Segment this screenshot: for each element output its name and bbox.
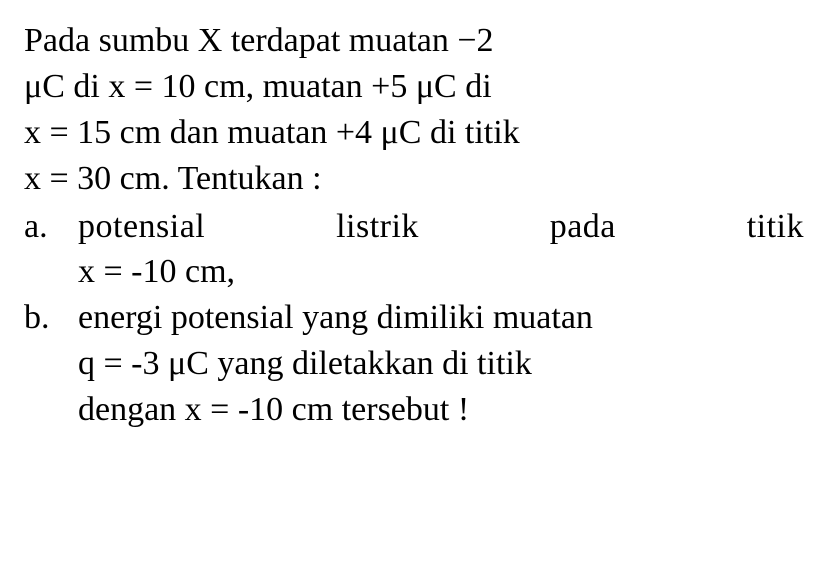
- list-item-a: a. potensial listrik pada titik x = -10 …: [24, 204, 804, 296]
- question-list: a. potensial listrik pada titik x = -10 …: [24, 204, 804, 433]
- list-marker-a: a.: [24, 204, 78, 296]
- item-a-line-1: potensial listrik pada titik: [78, 204, 804, 250]
- item-b-line-1: energi potensial yang dimiliki muatan: [78, 295, 804, 341]
- list-content-a: potensial listrik pada titik x = -10 cm,: [78, 204, 804, 296]
- problem-statement: Pada sumbu X terdapat muatan −2 μC di x …: [24, 18, 804, 202]
- list-marker-b: b.: [24, 295, 78, 433]
- item-b-line-3: dengan x = -10 cm tersebut !: [78, 387, 804, 433]
- list-content-b: energi potensial yang dimiliki muatan q …: [78, 295, 804, 433]
- item-b-line-2: q = -3 μC yang diletakkan di titik: [78, 341, 804, 387]
- item-a-line-2: x = -10 cm,: [78, 249, 804, 295]
- intro-line-1: Pada sumbu X terdapat muatan −2: [24, 18, 804, 64]
- intro-line-2: μC di x = 10 cm, muatan +5 μC di: [24, 64, 804, 110]
- list-item-b: b. energi potensial yang dimiliki muatan…: [24, 295, 804, 433]
- intro-line-3: x = 15 cm dan muatan +4 μC di titik: [24, 110, 804, 156]
- intro-line-4: x = 30 cm. Tentukan :: [24, 156, 804, 202]
